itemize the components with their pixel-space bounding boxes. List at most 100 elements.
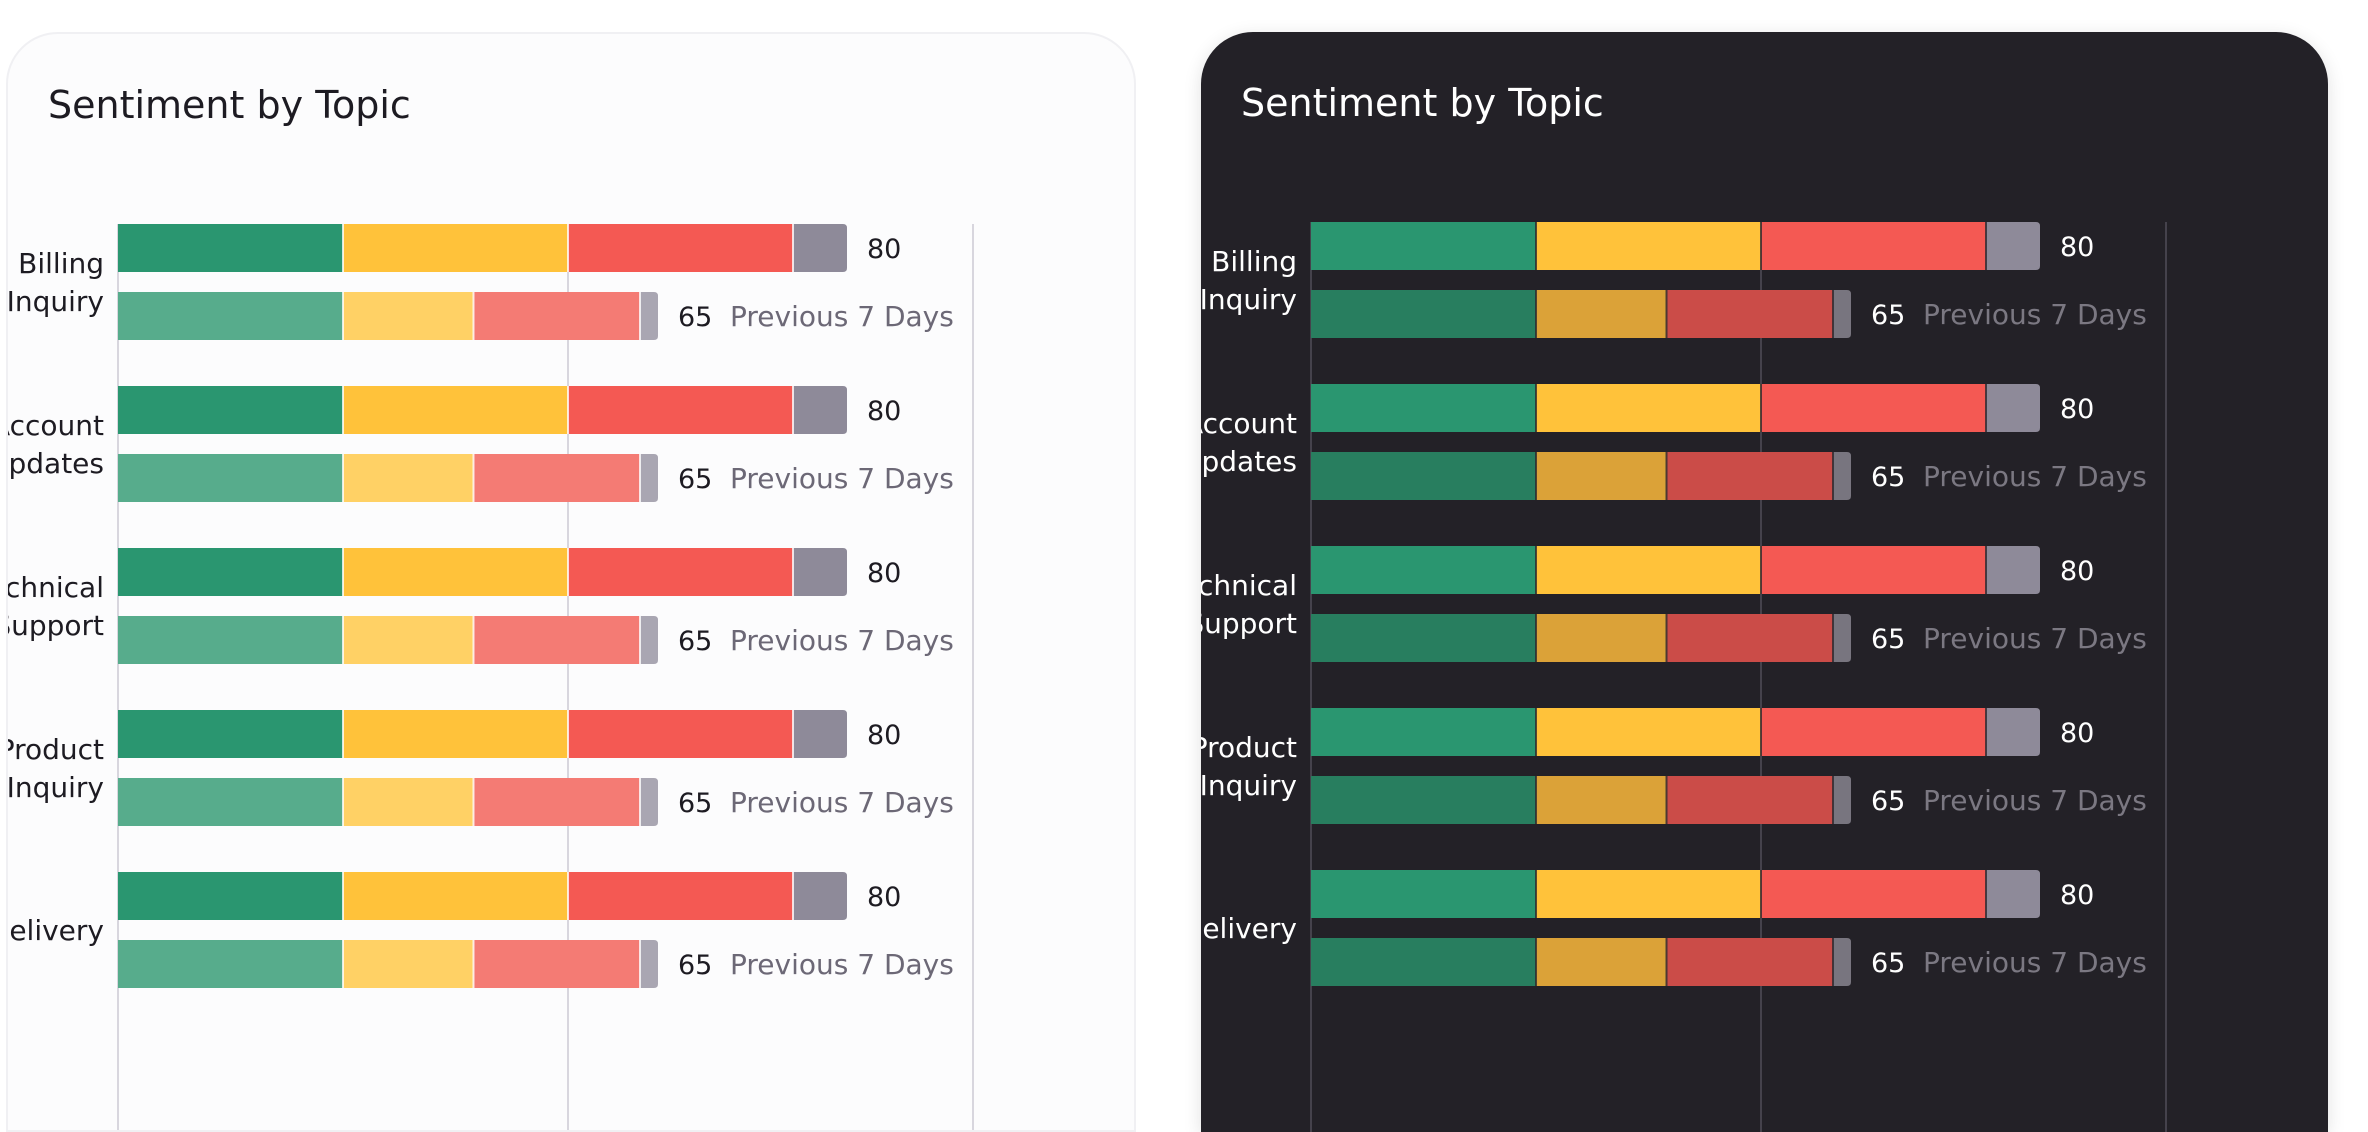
- previous-positive-segment: [1311, 776, 1536, 824]
- previous-total-label: 65: [678, 626, 712, 657]
- category-label: Updates: [1201, 445, 1297, 478]
- current-unknown-segment: [793, 224, 847, 272]
- topic-row: Billing Inquiry 80 65 Previous 7 Days: [1201, 222, 2147, 338]
- previous-unknown-segment: [1833, 614, 1851, 662]
- current-unknown-segment: [793, 872, 847, 920]
- previous-unknown-segment: [640, 940, 658, 988]
- category-label: Inquiry: [8, 285, 104, 318]
- previous-negative-segment: [473, 454, 640, 502]
- previous-unknown-segment: [1833, 452, 1851, 500]
- current-negative-segment: [1761, 222, 1986, 270]
- current-neutral-segment: [343, 872, 568, 920]
- category-label: Product: [8, 733, 104, 766]
- category-label: Technical: [8, 571, 104, 604]
- current-unknown-segment: [793, 548, 847, 596]
- current-unknown-segment: [793, 386, 847, 434]
- current-total-label: 80: [2060, 718, 2094, 749]
- current-negative-segment: [1761, 546, 1986, 594]
- previous-negative-segment: [473, 940, 640, 988]
- topic-row: Technical Support 80 65 Previous 7 Days: [1201, 546, 2147, 662]
- current-neutral-segment: [343, 386, 568, 434]
- current-total-label: 80: [867, 882, 901, 913]
- topic-row: Product Inquiry 80 65 Previous 7 Days: [1201, 708, 2147, 824]
- previous-total-label: 65: [678, 302, 712, 333]
- category-label: Account: [1201, 407, 1297, 440]
- current-positive-segment: [1311, 384, 1536, 432]
- category-label: Inquiry: [1201, 769, 1297, 802]
- topic-row: Product Inquiry 80 65 Previous 7 Days: [8, 710, 954, 826]
- sentiment-chart-card-dark: Sentiment by Topic Billing Inquiry 80 65 Pre…: [1201, 32, 2328, 1132]
- previous-neutral-segment: [343, 454, 474, 502]
- previous-unknown-segment: [1833, 776, 1851, 824]
- current-negative-segment: [568, 872, 793, 920]
- previous-unknown-segment: [1833, 290, 1851, 338]
- previous-period-label: Previous 7 Days: [1923, 946, 2147, 979]
- current-negative-segment: [568, 386, 793, 434]
- previous-neutral-segment: [343, 292, 474, 340]
- previous-negative-segment: [1666, 614, 1833, 662]
- category-label: Product: [1201, 731, 1297, 764]
- previous-period-label: Previous 7 Days: [730, 786, 954, 819]
- topic-row: Technical Support 80 65 Previous 7 Days: [8, 548, 954, 664]
- current-unknown-segment: [1986, 546, 2040, 594]
- current-neutral-segment: [1536, 708, 1761, 756]
- previous-positive-segment: [118, 940, 343, 988]
- previous-neutral-segment: [1536, 614, 1667, 662]
- current-total-label: 80: [867, 720, 901, 751]
- current-unknown-segment: [793, 710, 847, 758]
- current-total-label: 80: [2060, 880, 2094, 911]
- current-negative-segment: [1761, 384, 1986, 432]
- current-positive-segment: [118, 224, 343, 272]
- previous-positive-segment: [118, 454, 343, 502]
- previous-period-label: Previous 7 Days: [730, 462, 954, 495]
- topic-row: Account Updates 80 65 Previous 7 Days: [1201, 384, 2147, 500]
- category-label: Support: [8, 609, 104, 642]
- chart-plot-light: Billing Inquiry 80 65 Previous 7 Days Account…: [8, 224, 974, 1130]
- previous-total-label: 65: [678, 464, 712, 495]
- previous-period-label: Previous 7 Days: [1923, 298, 2147, 331]
- current-neutral-segment: [1536, 870, 1761, 918]
- previous-period-label: Previous 7 Days: [730, 300, 954, 333]
- previous-positive-segment: [118, 778, 343, 826]
- category-label: Account: [8, 409, 104, 442]
- current-negative-segment: [568, 710, 793, 758]
- category-label: Billing: [18, 247, 104, 280]
- previous-neutral-segment: [1536, 776, 1667, 824]
- previous-positive-segment: [1311, 938, 1536, 986]
- current-negative-segment: [568, 224, 793, 272]
- previous-period-label: Previous 7 Days: [730, 948, 954, 981]
- previous-unknown-segment: [640, 778, 658, 826]
- category-label: Updates: [8, 447, 104, 480]
- topic-row: Billing Inquiry 80 65 Previous 7 Days: [8, 224, 954, 340]
- previous-total-label: 65: [678, 788, 712, 819]
- chart-title: Sentiment by Topic: [1241, 81, 1604, 125]
- gridlines: [1310, 222, 2167, 1132]
- previous-negative-segment: [473, 616, 640, 664]
- previous-neutral-segment: [343, 616, 474, 664]
- category-label: Inquiry: [8, 771, 104, 804]
- current-unknown-segment: [1986, 870, 2040, 918]
- previous-positive-segment: [1311, 614, 1536, 662]
- current-total-label: 80: [867, 234, 901, 265]
- previous-positive-segment: [118, 292, 343, 340]
- previous-period-label: Previous 7 Days: [1923, 784, 2147, 817]
- current-neutral-segment: [1536, 222, 1761, 270]
- current-neutral-segment: [1536, 384, 1761, 432]
- previous-negative-segment: [1666, 290, 1833, 338]
- previous-total-label: 65: [1871, 786, 1905, 817]
- current-positive-segment: [1311, 708, 1536, 756]
- current-neutral-segment: [1536, 546, 1761, 594]
- previous-negative-segment: [473, 778, 640, 826]
- category-label: Support: [1201, 607, 1297, 640]
- category-label: Delivery: [8, 914, 104, 947]
- current-negative-segment: [1761, 708, 1986, 756]
- previous-unknown-segment: [640, 454, 658, 502]
- current-negative-segment: [1761, 870, 1986, 918]
- previous-total-label: 65: [1871, 462, 1905, 493]
- current-total-label: 80: [2060, 556, 2094, 587]
- current-total-label: 80: [2060, 394, 2094, 425]
- previous-neutral-segment: [1536, 938, 1667, 986]
- topic-row: Delivery 80 65 Previous 7 Days: [8, 872, 954, 988]
- previous-neutral-segment: [1536, 452, 1667, 500]
